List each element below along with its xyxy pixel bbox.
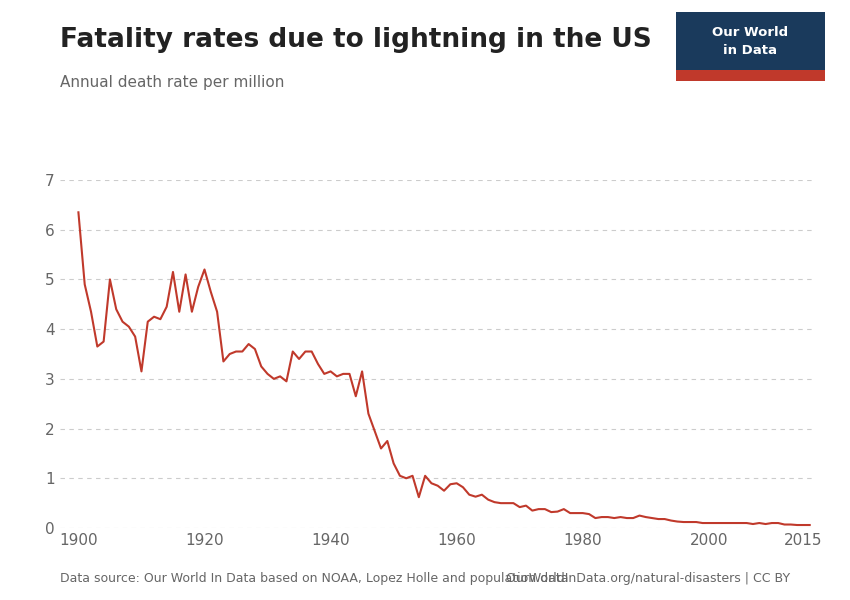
Text: Our World
in Data: Our World in Data — [712, 26, 788, 56]
Text: OurWorldInData.org/natural-disasters | CC BY: OurWorldInData.org/natural-disasters | C… — [507, 572, 790, 585]
Text: Annual death rate per million: Annual death rate per million — [60, 75, 284, 90]
Text: Fatality rates due to lightning in the US: Fatality rates due to lightning in the U… — [60, 27, 651, 53]
Text: Data source: Our World In Data based on NOAA, Lopez Holle and population data: Data source: Our World In Data based on … — [60, 572, 568, 585]
